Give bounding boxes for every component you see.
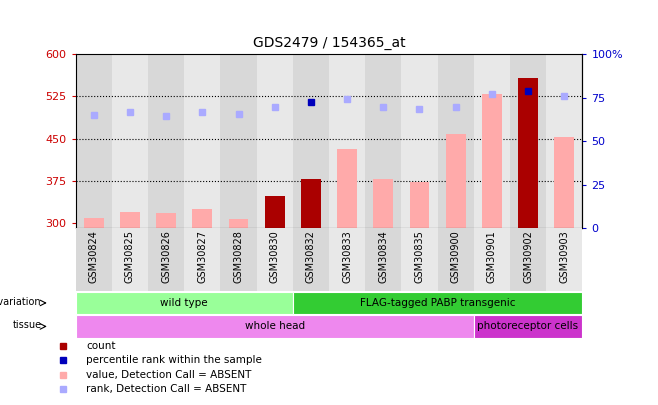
Text: GSM30835: GSM30835 (415, 230, 424, 283)
Bar (76, 54, 112, 228)
Bar (482, 94, 502, 228)
Text: GSM30902: GSM30902 (523, 230, 533, 283)
Text: FLAG-tagged PABP transgenic: FLAG-tagged PABP transgenic (360, 298, 515, 308)
Text: genotype/variation: genotype/variation (0, 297, 41, 307)
Bar (84, 218, 104, 228)
Bar (192, 209, 213, 228)
Bar (293, 228, 329, 291)
Bar (148, 54, 184, 228)
Text: whole head: whole head (245, 322, 305, 331)
Bar (474, 315, 582, 338)
Bar (401, 54, 438, 228)
Bar (257, 54, 293, 228)
Bar (510, 54, 546, 228)
Text: GSM30834: GSM30834 (378, 230, 388, 283)
Text: GSM30830: GSM30830 (270, 230, 280, 283)
Bar (409, 182, 430, 228)
Text: GSM30903: GSM30903 (559, 230, 569, 283)
Bar (293, 292, 582, 314)
Bar (112, 228, 148, 291)
Bar (76, 315, 474, 338)
Bar (76, 292, 293, 314)
Bar (474, 228, 510, 291)
Title: GDS2479 / 154365_at: GDS2479 / 154365_at (253, 36, 405, 51)
Text: GSM30901: GSM30901 (487, 230, 497, 283)
Text: tissue: tissue (13, 320, 41, 330)
Bar (228, 219, 249, 228)
Bar (329, 228, 365, 291)
Bar (156, 213, 176, 228)
Bar (365, 54, 401, 228)
Bar (554, 137, 574, 228)
Bar (373, 179, 393, 228)
Text: GSM30833: GSM30833 (342, 230, 352, 283)
Bar (474, 54, 510, 228)
Text: GSM30824: GSM30824 (89, 230, 99, 283)
Bar (293, 54, 329, 228)
Bar (112, 54, 148, 228)
Bar (546, 228, 582, 291)
Bar (220, 228, 257, 291)
Bar (301, 179, 321, 228)
Bar (518, 78, 538, 228)
Bar (76, 228, 112, 291)
Text: wild type: wild type (161, 298, 208, 308)
Text: value, Detection Call = ABSENT: value, Detection Call = ABSENT (86, 370, 251, 379)
Bar (438, 228, 474, 291)
Text: GSM30825: GSM30825 (125, 230, 135, 284)
Text: count: count (86, 341, 116, 351)
Bar (257, 228, 293, 291)
Bar (184, 54, 220, 228)
Text: GSM30828: GSM30828 (234, 230, 243, 283)
Bar (546, 54, 582, 228)
Bar (445, 134, 466, 228)
Bar (265, 196, 285, 228)
Bar (148, 228, 184, 291)
Text: percentile rank within the sample: percentile rank within the sample (86, 355, 262, 365)
Bar (337, 149, 357, 228)
Bar (220, 54, 257, 228)
Bar (365, 228, 401, 291)
Bar (120, 211, 140, 228)
Bar (401, 228, 438, 291)
Bar (438, 54, 474, 228)
Text: GSM30826: GSM30826 (161, 230, 171, 283)
Text: photoreceptor cells: photoreceptor cells (478, 322, 578, 331)
Bar (510, 228, 546, 291)
Text: GSM30827: GSM30827 (197, 230, 207, 284)
Bar (184, 228, 220, 291)
Text: rank, Detection Call = ABSENT: rank, Detection Call = ABSENT (86, 384, 247, 394)
Text: GSM30900: GSM30900 (451, 230, 461, 283)
Bar (329, 54, 365, 228)
Text: GSM30832: GSM30832 (306, 230, 316, 283)
